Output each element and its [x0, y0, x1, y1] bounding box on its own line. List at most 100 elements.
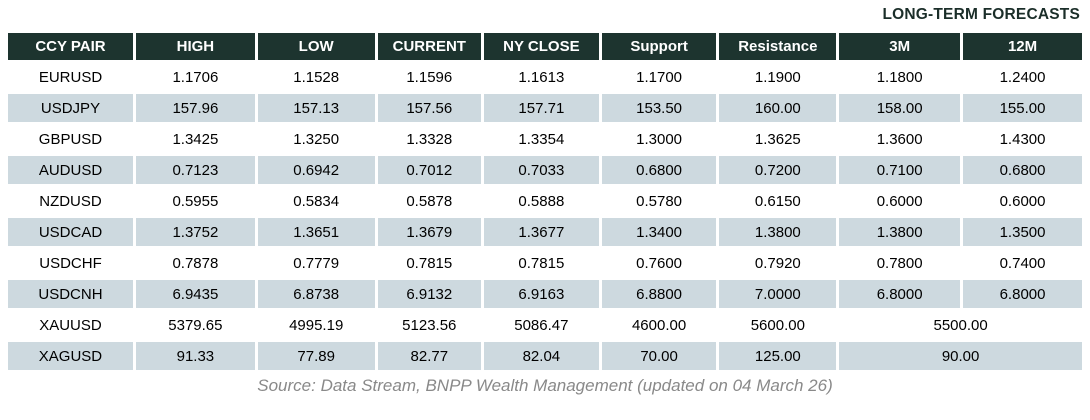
support-cell: 1.3400: [601, 218, 717, 246]
support-cell: 0.5780: [601, 187, 717, 215]
ccy-pair-cell: AUDUSD: [8, 156, 133, 184]
source-attribution: Source: Data Stream, BNPP Wealth Managem…: [257, 376, 833, 395]
high-cell: 91.33: [135, 342, 255, 370]
column-header-low: LOW: [257, 33, 375, 60]
forecast-12m-cell: 1.4300: [963, 125, 1082, 153]
table-row: USDCNH 6.9435 6.8738 6.9132 6.9163 6.8800 7.00…: [8, 280, 1082, 308]
resistance-cell: 1.3625: [719, 125, 837, 153]
forecast-3m-cell: 158.00: [839, 94, 961, 122]
forecast-12m-cell: 0.6800: [963, 156, 1082, 184]
low-cell: 1.3651: [257, 218, 375, 246]
low-cell: 0.5834: [257, 187, 375, 215]
ccy-pair-cell: USDCNH: [8, 280, 133, 308]
forecast-table-body: EURUSD 1.1706 1.1528 1.1596 1.1613 1.1700 1.19…: [8, 63, 1082, 370]
current-cell: 5123.56: [377, 311, 482, 339]
support-cell: 153.50: [601, 94, 717, 122]
current-cell: 1.1596: [377, 63, 482, 91]
column-header-ccy-pair: CCY PAIR: [8, 33, 133, 60]
column-header-3m: 3M: [839, 33, 961, 60]
forecast-3m-cell: 1.1800: [839, 63, 961, 91]
support-cell: 1.3000: [601, 125, 717, 153]
ny-close-cell: 1.1613: [484, 63, 599, 91]
table-row: GBPUSD 1.3425 1.3250 1.3328 1.3354 1.3000 1.36…: [8, 125, 1082, 153]
high-cell: 0.7123: [135, 156, 255, 184]
ny-close-cell: 1.3677: [484, 218, 599, 246]
header-row: CCY PAIR HIGH LOW CURRENT NY CLOSE Suppo…: [8, 33, 1082, 60]
column-header-high: HIGH: [135, 33, 255, 60]
table-row: XAGUSD 91.33 77.89 82.77 82.04 70.00 125.00 90.…: [8, 342, 1082, 370]
ccy-pair-cell: USDCAD: [8, 218, 133, 246]
column-header-current: CURRENT: [377, 33, 482, 60]
ccy-pair-cell: XAUUSD: [8, 311, 133, 339]
high-cell: 1.3752: [135, 218, 255, 246]
current-cell: 6.9132: [377, 280, 482, 308]
support-cell: 4600.00: [601, 311, 717, 339]
current-cell: 82.77: [377, 342, 482, 370]
resistance-cell: 7.0000: [719, 280, 837, 308]
high-cell: 1.1706: [135, 63, 255, 91]
table-row: USDJPY 157.96 157.13 157.56 157.71 153.50 160.…: [8, 94, 1082, 122]
column-header-12m: 12M: [963, 33, 1082, 60]
table-row: EURUSD 1.1706 1.1528 1.1596 1.1613 1.1700 1.19…: [8, 63, 1082, 91]
long-term-forecast-merged-cell: 90.00: [839, 342, 1082, 370]
support-cell: 70.00: [601, 342, 717, 370]
low-cell: 6.8738: [257, 280, 375, 308]
high-cell: 157.96: [135, 94, 255, 122]
column-header-resistance: Resistance: [719, 33, 837, 60]
forecast-3m-cell: 0.7800: [839, 249, 961, 277]
low-cell: 4995.19: [257, 311, 375, 339]
ccy-pair-cell: XAGUSD: [8, 342, 133, 370]
ccy-pair-cell: USDJPY: [8, 94, 133, 122]
ccy-pair-cell: NZDUSD: [8, 187, 133, 215]
resistance-cell: 160.00: [719, 94, 837, 122]
current-cell: 157.56: [377, 94, 482, 122]
ny-close-cell: 5086.47: [484, 311, 599, 339]
ny-close-cell: 1.3354: [484, 125, 599, 153]
support-cell: 6.8800: [601, 280, 717, 308]
ny-close-cell: 82.04: [484, 342, 599, 370]
forecast-12m-cell: 1.2400: [963, 63, 1082, 91]
resistance-cell: 125.00: [719, 342, 837, 370]
current-cell: 0.5878: [377, 187, 482, 215]
column-header-support: Support: [601, 33, 717, 60]
forecast-12m-cell: 0.7400: [963, 249, 1082, 277]
top-bar: LONG-TERM FORECASTS: [0, 0, 1090, 30]
forecast-3m-cell: 0.6000: [839, 187, 961, 215]
ny-close-cell: 157.71: [484, 94, 599, 122]
resistance-cell: 1.3800: [719, 218, 837, 246]
ny-close-cell: 0.7815: [484, 249, 599, 277]
current-cell: 1.3679: [377, 218, 482, 246]
forecast-12m-cell: 0.6000: [963, 187, 1082, 215]
resistance-cell: 5600.00: [719, 311, 837, 339]
ccy-pair-cell: GBPUSD: [8, 125, 133, 153]
resistance-cell: 0.7200: [719, 156, 837, 184]
forecast-3m-cell: 1.3600: [839, 125, 961, 153]
ny-close-cell: 0.7033: [484, 156, 599, 184]
ccy-pair-cell: USDCHF: [8, 249, 133, 277]
table-row: NZDUSD 0.5955 0.5834 0.5878 0.5888 0.5780 0.61…: [8, 187, 1082, 215]
low-cell: 1.3250: [257, 125, 375, 153]
low-cell: 1.1528: [257, 63, 375, 91]
column-header-ny-close: NY CLOSE: [484, 33, 599, 60]
low-cell: 157.13: [257, 94, 375, 122]
support-cell: 0.7600: [601, 249, 717, 277]
low-cell: 0.7779: [257, 249, 375, 277]
low-cell: 0.6942: [257, 156, 375, 184]
table-row: USDCAD 1.3752 1.3651 1.3679 1.3677 1.3400 1.38…: [8, 218, 1082, 246]
forecast-12m-cell: 155.00: [963, 94, 1082, 122]
current-cell: 0.7815: [377, 249, 482, 277]
high-cell: 1.3425: [135, 125, 255, 153]
support-cell: 1.1700: [601, 63, 717, 91]
forecast-3m-cell: 0.7100: [839, 156, 961, 184]
resistance-cell: 1.1900: [719, 63, 837, 91]
resistance-cell: 0.6150: [719, 187, 837, 215]
forecast-table: CCY PAIR HIGH LOW CURRENT NY CLOSE Suppo…: [5, 30, 1085, 373]
ny-close-cell: 6.9163: [484, 280, 599, 308]
support-cell: 0.6800: [601, 156, 717, 184]
ny-close-cell: 0.5888: [484, 187, 599, 215]
resistance-cell: 0.7920: [719, 249, 837, 277]
high-cell: 0.5955: [135, 187, 255, 215]
table-row: USDCHF 0.7878 0.7779 0.7815 0.7815 0.7600 0.79…: [8, 249, 1082, 277]
long-term-forecast-merged-cell: 5500.00: [839, 311, 1082, 339]
